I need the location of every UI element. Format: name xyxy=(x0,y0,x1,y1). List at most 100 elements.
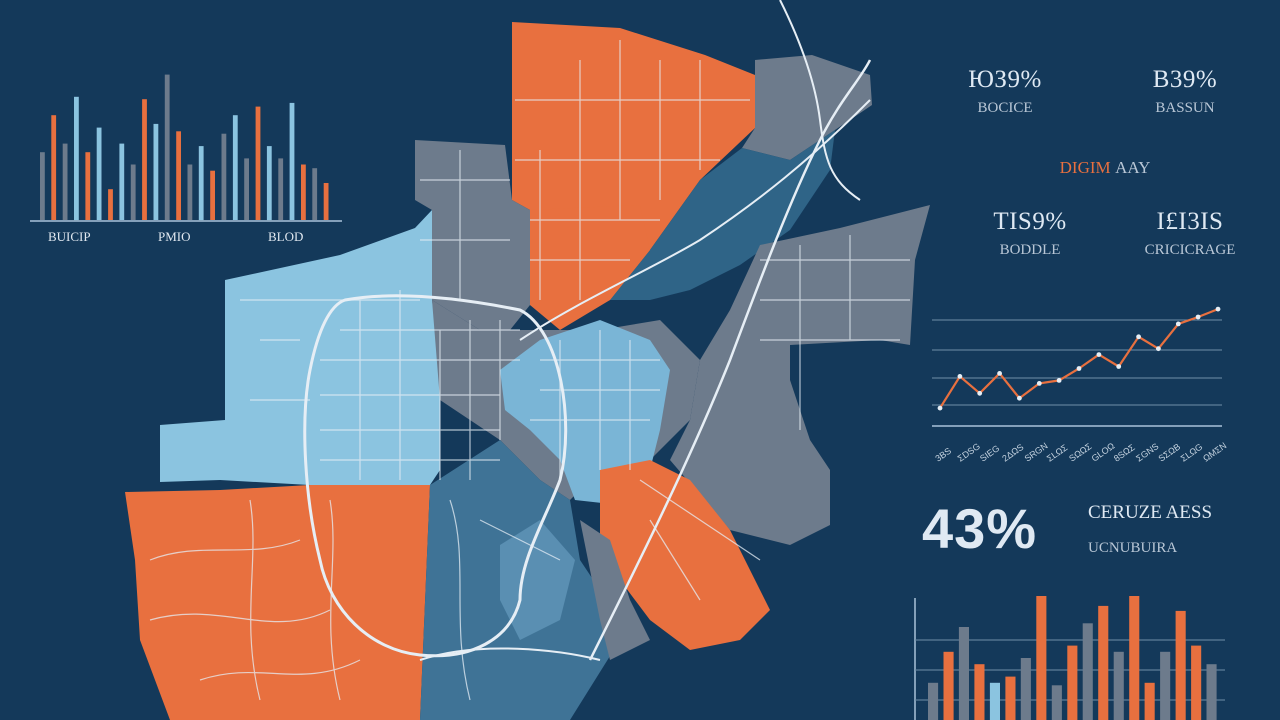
mid-heading-left: DIGIM xyxy=(1059,158,1111,177)
trend-point-1 xyxy=(937,405,943,411)
top-left-bar-7 xyxy=(108,189,113,220)
district-map xyxy=(125,22,930,720)
top-left-bar-2 xyxy=(51,115,57,220)
mid-heading: DIGIM AAY xyxy=(1030,158,1180,178)
stat-1-label: BOCICE xyxy=(977,100,1033,116)
top-left-bar-23 xyxy=(289,102,295,220)
map-region-southwest xyxy=(125,485,430,720)
top-left-bar-8 xyxy=(119,143,125,220)
highway-north xyxy=(779,0,861,201)
bottom-bar-17 xyxy=(1175,610,1186,720)
bottom-bar-2 xyxy=(943,651,954,720)
top-left-bar-15 xyxy=(198,146,204,221)
stat-3-value: TIS9% xyxy=(993,208,1067,235)
map-region-northeast xyxy=(742,55,872,160)
top-left-bar-4 xyxy=(74,96,79,221)
trend-point-9 xyxy=(1096,352,1102,357)
top-left-bar-20 xyxy=(255,106,261,220)
map-region-west xyxy=(160,210,440,485)
stat-4-value: I£I3IS xyxy=(1156,208,1224,235)
stat-2-value: B39% xyxy=(1152,66,1218,93)
top-left-bar-12 xyxy=(164,74,170,220)
map-region-north-west xyxy=(415,140,530,330)
mid-heading-right: AAY xyxy=(1115,158,1151,177)
map-region-center-north xyxy=(530,205,650,330)
bottom-bar-16 xyxy=(1160,651,1171,720)
stat-3: TIS9% BODDLE xyxy=(955,208,1105,259)
top-left-bar-5 xyxy=(85,152,91,220)
bottom-bar-19 xyxy=(1206,664,1217,720)
trend-point-6 xyxy=(1036,381,1042,386)
map-region-south-east-gray xyxy=(580,520,650,660)
trend-point-2 xyxy=(957,374,963,379)
bottom-bar-5 xyxy=(989,682,1000,720)
top-left-bar-1 xyxy=(40,152,45,220)
trend-point-11 xyxy=(1136,334,1141,340)
top-left-bar-18 xyxy=(232,115,238,220)
headline-line-2: UCNUBUIRA xyxy=(1088,540,1178,556)
bottom-bar-12 xyxy=(1098,605,1109,720)
street-grid xyxy=(149,40,910,701)
top-left-bar-11 xyxy=(153,123,159,220)
trend-point-12 xyxy=(1156,346,1161,352)
trend-point-5 xyxy=(1017,395,1022,401)
headline-percentage: 43% xyxy=(922,497,1038,560)
top-left-bar-24 xyxy=(301,164,306,220)
top-left-bar-chart xyxy=(40,74,329,221)
highway-south xyxy=(419,647,601,661)
bottom-bar-1 xyxy=(928,682,939,720)
top-left-bar-19 xyxy=(244,158,249,220)
map-region-downtown xyxy=(500,320,670,505)
top-left-bar-6 xyxy=(96,127,102,220)
trend-point-13 xyxy=(1175,321,1181,327)
top-left-bar-17 xyxy=(221,133,227,220)
map-region-east-wedge xyxy=(610,130,835,300)
trend-point-3 xyxy=(977,390,983,396)
map-region-southeast xyxy=(600,460,770,650)
bottom-bar-18 xyxy=(1191,645,1202,720)
top-left-bar-14 xyxy=(187,164,193,220)
map-region-south-inner xyxy=(500,520,575,640)
top-left-bar-26 xyxy=(323,183,329,220)
map-region-east xyxy=(670,205,930,545)
bottom-right-bar-chart xyxy=(914,596,1225,720)
trend-point-4 xyxy=(997,371,1002,376)
bottom-bar-15 xyxy=(1144,682,1155,720)
bottom-bar-11 xyxy=(1082,623,1093,720)
top-left-bar-13 xyxy=(176,131,181,220)
stat-1: ЮЗ9% BOCICE xyxy=(940,66,1070,117)
bottom-bar-3 xyxy=(958,627,969,720)
stat-2-label: BASSUN xyxy=(1155,100,1215,116)
top-left-bar-16 xyxy=(210,170,215,220)
bottom-bar-7 xyxy=(1020,658,1031,720)
bottom-bar-14 xyxy=(1129,596,1140,720)
top-left-chart-label-3: BLOD xyxy=(268,229,303,244)
top-left-bar-25 xyxy=(312,168,318,220)
headline-line-1: CERUZE AESS xyxy=(1088,502,1213,523)
bottom-bar-4 xyxy=(974,664,985,720)
top-left-bar-3 xyxy=(62,143,68,220)
stat-1-value: ЮЗ9% xyxy=(968,66,1042,93)
bottom-bar-8 xyxy=(1036,596,1047,720)
stat-4-label: CRICICRAGE xyxy=(1144,242,1236,258)
top-left-bar-9 xyxy=(130,164,136,220)
bottom-bar-13 xyxy=(1113,651,1124,720)
top-left-bar-21 xyxy=(266,146,272,221)
trend-point-14 xyxy=(1195,314,1201,320)
highway-east xyxy=(519,99,871,341)
top-left-bar-10 xyxy=(142,99,147,220)
stat-4: I£I3IS CRICICRAGE xyxy=(1125,208,1255,259)
ring-road xyxy=(303,294,568,658)
trend-point-10 xyxy=(1116,364,1122,369)
bottom-bar-10 xyxy=(1067,645,1078,720)
trend-point-15 xyxy=(1215,306,1221,312)
top-left-chart-label-1: BUICIP xyxy=(48,229,91,244)
road-network xyxy=(149,0,910,701)
stat-2: B39% BASSUN xyxy=(1120,66,1250,117)
trend-point-7 xyxy=(1056,378,1062,383)
stat-3-label: BODDLE xyxy=(999,242,1061,258)
bottom-bar-9 xyxy=(1051,685,1062,720)
trend-point-8 xyxy=(1076,366,1082,371)
top-left-bar-22 xyxy=(278,158,284,220)
